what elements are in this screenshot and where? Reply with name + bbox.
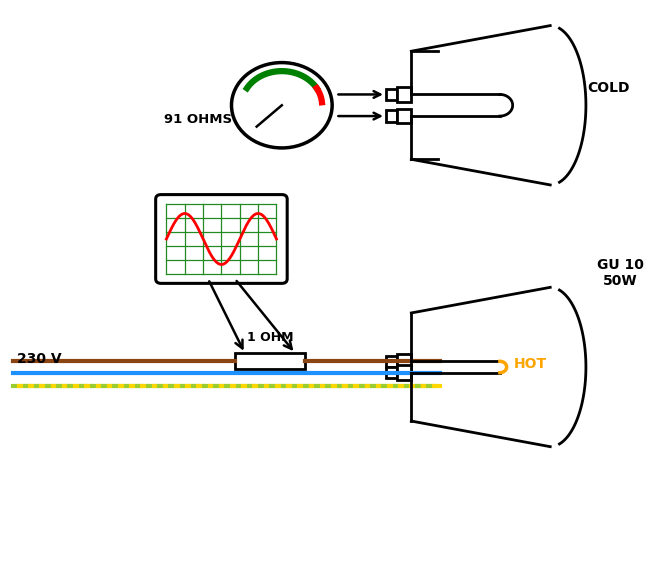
Bar	[397, 87, 411, 102]
Text: HOT: HOT	[513, 357, 546, 371]
Text: 91 OHMS: 91 OHMS	[164, 113, 233, 126]
FancyBboxPatch shape	[156, 195, 287, 283]
Text: 230 V: 230 V	[17, 352, 62, 366]
Bar	[397, 109, 411, 123]
Bar	[386, 110, 397, 122]
Bar	[235, 353, 305, 369]
Bar	[386, 367, 397, 378]
Bar	[397, 365, 411, 380]
Bar	[386, 356, 397, 367]
Text: GU 10
50W: GU 10 50W	[597, 258, 644, 288]
Text: COLD: COLD	[587, 81, 629, 95]
Bar	[386, 89, 397, 100]
Bar	[397, 354, 411, 369]
Text: 1 OHM: 1 OHM	[247, 331, 293, 344]
